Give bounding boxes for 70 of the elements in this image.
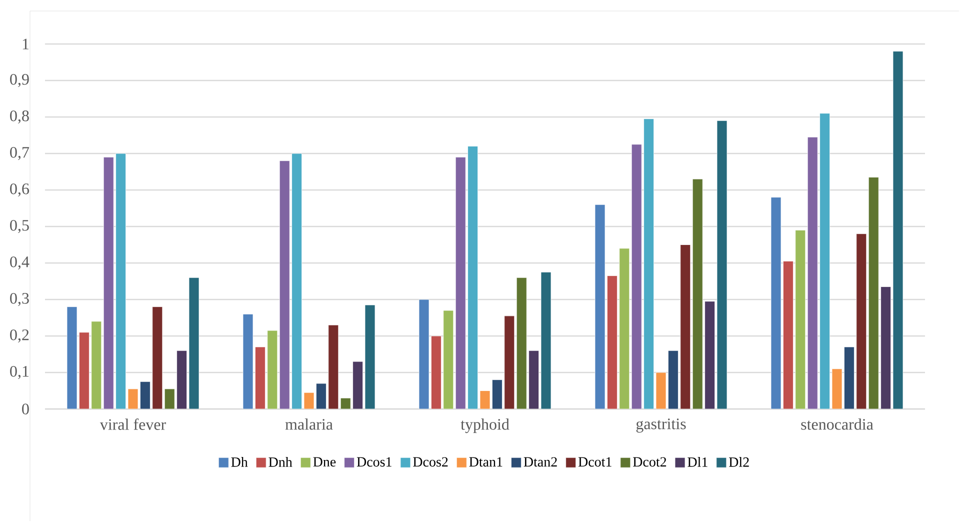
y-tick-label: 0,8 [10, 110, 29, 124]
x-tick-label: gastritis [636, 418, 686, 433]
y-tick-label: 0,1 [10, 366, 29, 380]
legend-label: Dcos1 [356, 457, 392, 467]
bar [468, 146, 478, 409]
bar [492, 380, 502, 409]
bar [692, 178, 703, 409]
bar [292, 153, 302, 409]
y-tick-label: 0,2 [10, 329, 29, 343]
y-tick-label: 0,3 [10, 292, 29, 306]
bar [316, 383, 326, 409]
y-tick-label: 0,7 [10, 146, 30, 160]
bar [807, 136, 818, 409]
bar [704, 301, 716, 409]
bar [504, 316, 515, 409]
bar [528, 350, 540, 409]
bar [619, 248, 630, 409]
bar [880, 286, 892, 409]
legend-label: Dcos2 [413, 457, 448, 467]
bar [783, 260, 794, 409]
legend-label: Dh [231, 456, 248, 467]
bar [176, 350, 187, 409]
bar [680, 244, 691, 409]
legend-label: Dcot2 [633, 457, 666, 467]
y-tick-label: 0,4 [10, 256, 30, 270]
bar [820, 113, 830, 409]
bar [443, 310, 454, 409]
bar [607, 276, 618, 409]
bar [644, 118, 654, 409]
y-tick-label: 1 [22, 38, 29, 50]
y-tick-label: 0,5 [10, 220, 29, 234]
bar [668, 350, 678, 409]
legend-label: Dl2 [729, 456, 749, 467]
bar [856, 234, 867, 409]
bar [267, 330, 278, 409]
bar [431, 336, 442, 409]
bar [140, 381, 150, 409]
bar [594, 204, 606, 409]
bar [91, 321, 102, 409]
bar [328, 324, 339, 409]
legend-label: Dl1 [688, 456, 708, 467]
legend-label: Dtan2 [524, 457, 557, 467]
x-tick-label: viral fever [100, 418, 166, 430]
bar [352, 361, 363, 409]
bar [103, 156, 114, 409]
bar [795, 230, 806, 409]
legend-label: Dtan1 [469, 457, 502, 467]
legend-label: Dne [313, 457, 336, 467]
y-tick-label: 0 [22, 404, 29, 414]
bar [279, 160, 290, 409]
y-tick-label: 0,6 [10, 183, 30, 197]
bar [455, 156, 466, 409]
bar [770, 197, 782, 409]
legend-label: Dnh [268, 456, 292, 467]
bar [844, 346, 854, 409]
x-tick-label: stenocardia [801, 418, 874, 430]
bar [631, 144, 642, 409]
bar [868, 177, 879, 409]
bar [716, 120, 728, 409]
bar [79, 332, 90, 409]
bar [152, 306, 163, 409]
x-tick-label: malaria [285, 418, 333, 430]
y-tick-label: 0,9 [10, 74, 29, 88]
bar [892, 51, 904, 409]
bar [164, 388, 175, 409]
bar [516, 277, 527, 409]
x-tick-label: typhoid [460, 418, 510, 434]
bar [255, 346, 266, 409]
bar [116, 153, 126, 409]
legend-label: Dcot1 [578, 457, 612, 467]
